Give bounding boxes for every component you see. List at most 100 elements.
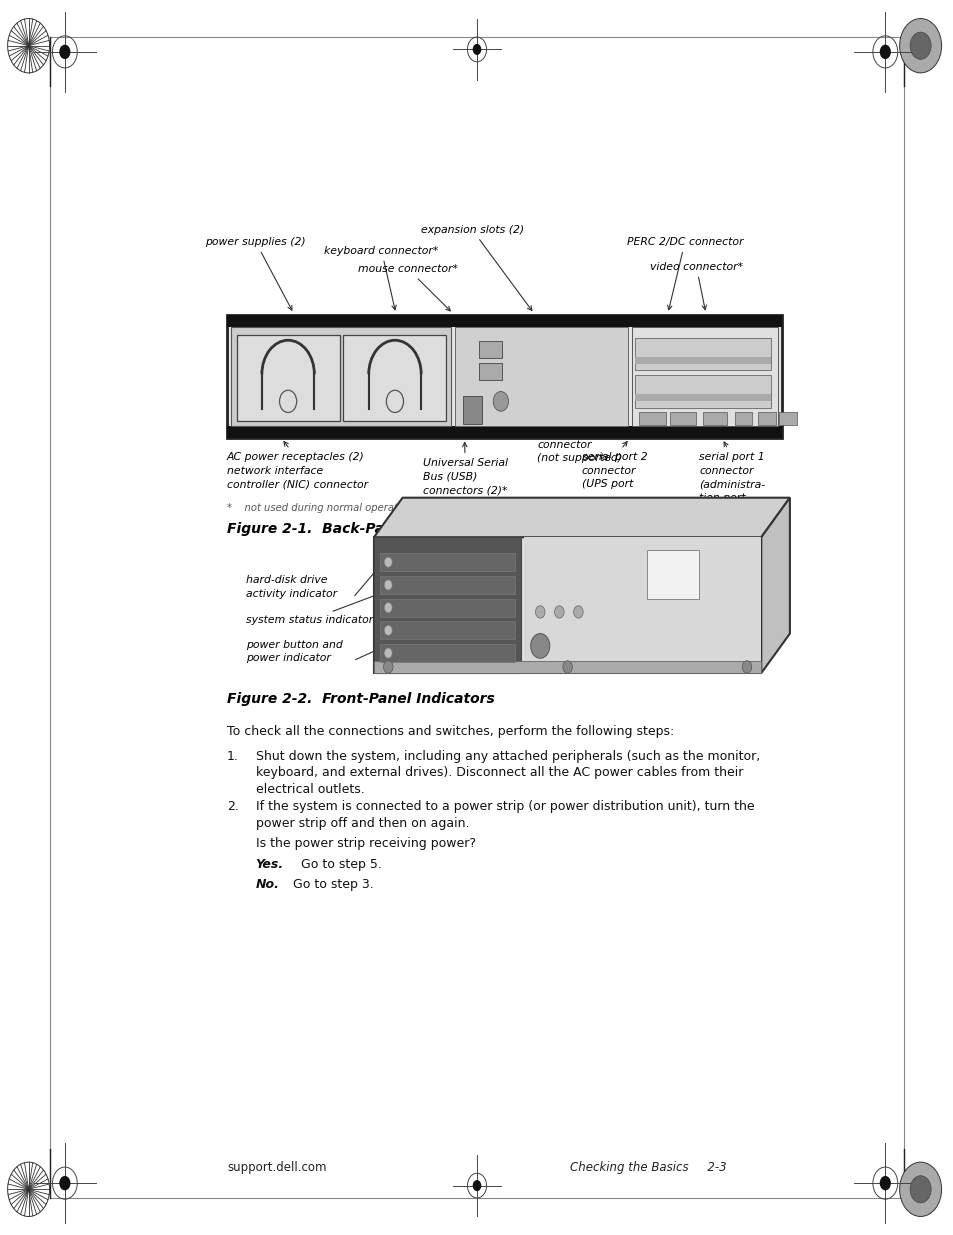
Text: controller (NIC) connector: controller (NIC) connector — [227, 479, 368, 489]
Bar — [227, 315, 781, 327]
Text: expansion slots (2): expansion slots (2) — [420, 225, 531, 310]
Bar — [734, 412, 751, 425]
Text: (not supported): (not supported) — [537, 453, 621, 463]
Bar — [523, 537, 760, 673]
Bar — [227, 426, 781, 438]
Text: power button and: power button and — [246, 640, 342, 650]
Polygon shape — [374, 498, 789, 537]
Bar — [635, 394, 770, 401]
Bar — [779, 412, 796, 425]
Bar — [462, 396, 481, 424]
Bar — [379, 645, 515, 662]
Circle shape — [899, 19, 941, 73]
Bar — [231, 327, 451, 426]
Text: Checking the Basics     2-3: Checking the Basics 2-3 — [570, 1161, 726, 1173]
Bar — [478, 341, 501, 358]
Text: No.: No. — [255, 878, 279, 892]
Bar — [646, 550, 699, 599]
Bar — [635, 357, 770, 364]
Circle shape — [472, 44, 480, 54]
Bar — [635, 338, 770, 370]
Bar — [669, 412, 696, 425]
Circle shape — [909, 1176, 930, 1203]
Bar — [455, 327, 627, 426]
Circle shape — [741, 661, 751, 673]
Text: power supplies (2): power supplies (2) — [205, 237, 306, 310]
Bar — [631, 327, 778, 426]
Text: Shut down the system, including any attached peripherals (such as the monitor,: Shut down the system, including any atta… — [255, 750, 760, 763]
Bar — [374, 661, 760, 673]
Text: 2.: 2. — [227, 800, 238, 814]
Bar — [374, 537, 520, 673]
Circle shape — [535, 606, 544, 619]
Text: network interface: network interface — [227, 466, 323, 475]
Text: connector: connector — [581, 466, 636, 475]
Circle shape — [530, 634, 549, 658]
Circle shape — [384, 625, 392, 635]
Circle shape — [573, 606, 582, 619]
Text: To check all the connections and switches, perform the following steps:: To check all the connections and switche… — [227, 725, 674, 739]
Circle shape — [384, 648, 392, 658]
Text: Bus (USB): Bus (USB) — [422, 472, 476, 482]
Text: connector: connector — [537, 440, 591, 450]
Polygon shape — [760, 498, 789, 673]
Text: serial port 2: serial port 2 — [581, 442, 647, 462]
Bar — [236, 335, 339, 421]
Bar — [758, 412, 775, 425]
Text: Is the power strip receiving power?: Is the power strip receiving power? — [255, 837, 476, 851]
Text: (UPS port: (UPS port — [581, 479, 633, 489]
Text: 1.: 1. — [227, 750, 238, 763]
Circle shape — [879, 44, 890, 59]
Circle shape — [562, 661, 572, 673]
Text: video connector*: video connector* — [649, 262, 742, 310]
Text: AC power receptacles (2): AC power receptacles (2) — [227, 442, 364, 462]
Text: connectors (2)*: connectors (2)* — [422, 485, 507, 495]
Circle shape — [899, 1162, 941, 1216]
Text: Go to step 5.: Go to step 5. — [296, 858, 381, 872]
Circle shape — [554, 606, 563, 619]
Text: Yes.: Yes. — [255, 858, 283, 872]
Bar — [478, 363, 501, 380]
Circle shape — [384, 603, 392, 613]
Circle shape — [909, 32, 930, 59]
Text: keyboard connector*: keyboard connector* — [324, 246, 438, 310]
Circle shape — [879, 1176, 890, 1191]
Text: mouse connector*: mouse connector* — [358, 264, 457, 311]
Text: electrical outlets.: electrical outlets. — [255, 783, 364, 797]
Text: connector: connector — [699, 466, 753, 475]
Text: *    not used during normal operation: * not used during normal operation — [227, 503, 413, 513]
Circle shape — [383, 661, 393, 673]
Bar — [343, 335, 446, 421]
Text: power strip off and then on again.: power strip off and then on again. — [255, 818, 469, 830]
Text: activity indicator: activity indicator — [246, 589, 337, 599]
Text: Go to step 3.: Go to step 3. — [289, 878, 374, 892]
Circle shape — [384, 580, 392, 590]
Text: tion port: tion port — [699, 493, 745, 503]
Text: If the system is connected to a power strip (or power distribution unit), turn t: If the system is connected to a power st… — [255, 800, 754, 814]
Text: Figure 2-1.  Back-Panel Features: Figure 2-1. Back-Panel Features — [227, 522, 480, 536]
Bar — [379, 621, 515, 640]
Text: keyboard, and external drives). Disconnect all the AC power cables from their: keyboard, and external drives). Disconne… — [255, 766, 742, 779]
Text: hard-disk drive: hard-disk drive — [246, 576, 327, 585]
Text: PERC 2/DC connector: PERC 2/DC connector — [626, 237, 742, 310]
Text: Figure 2-2.  Front-Panel Indicators: Figure 2-2. Front-Panel Indicators — [227, 692, 495, 705]
Text: system status indicator: system status indicator — [246, 593, 381, 625]
Circle shape — [59, 44, 71, 59]
Circle shape — [493, 391, 508, 411]
Text: power indicator: power indicator — [246, 653, 331, 663]
Circle shape — [59, 1176, 71, 1191]
Text: parallel port: parallel port — [537, 426, 602, 436]
Bar — [639, 412, 665, 425]
Bar — [374, 537, 760, 673]
Bar — [635, 375, 770, 408]
Bar — [379, 599, 515, 616]
Text: support.dell.com: support.dell.com — [227, 1161, 326, 1173]
Bar — [227, 315, 781, 438]
Text: (administra-: (administra- — [699, 479, 764, 489]
Text: serial port 1: serial port 1 — [699, 442, 764, 462]
Circle shape — [384, 557, 392, 567]
Circle shape — [472, 1181, 480, 1191]
Bar — [379, 576, 515, 594]
Bar — [702, 412, 726, 425]
Text: Universal Serial: Universal Serial — [422, 442, 507, 468]
